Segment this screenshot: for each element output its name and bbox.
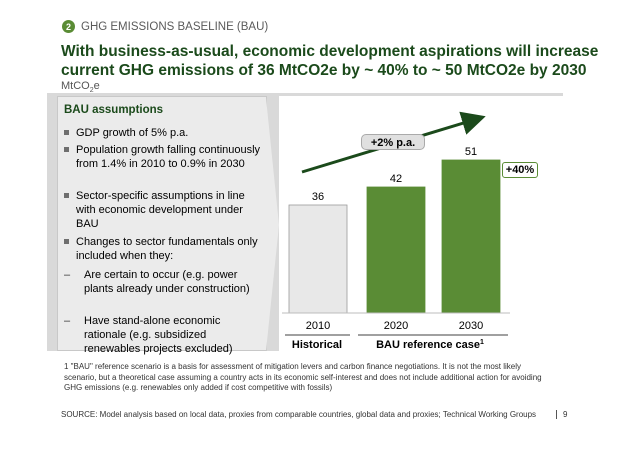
footnote: 1 "BAU" reference scenario is a basis fo… (64, 362, 542, 392)
section-header: 2 GHG EMISSIONS BASELINE (BAU) (62, 20, 268, 33)
unit-main: MtCO (61, 80, 90, 92)
assumptions-title: BAU assumptions (64, 104, 164, 116)
bar-2020 (366, 186, 426, 314)
dash-icon: – (64, 315, 71, 327)
bar-value-label: 42 (390, 173, 402, 185)
bar-value-label: 36 (312, 191, 324, 203)
section-label: GHG EMISSIONS BASELINE (BAU) (81, 20, 269, 33)
dash-icon: – (64, 269, 71, 281)
growth-rate-label: +2% p.a. (361, 134, 425, 150)
category-label: 2020 (384, 320, 408, 332)
page-number: 9 (556, 410, 567, 419)
bar-2030 (441, 159, 501, 314)
bullet-square-icon (64, 193, 69, 198)
category-label: 2010 (306, 320, 330, 332)
bullet-square-icon (64, 239, 69, 244)
group-label-historical: Historical (292, 339, 342, 351)
category-label: 2030 (459, 320, 483, 332)
unit-tail: e (93, 80, 100, 92)
group-label-bau: BAU reference case1 (376, 339, 484, 351)
slide-title: With business-as-usual, economic develop… (61, 43, 599, 79)
bar-2010 (288, 204, 348, 314)
section-number-badge: 2 (62, 20, 75, 33)
source-note: SOURCE: Model analysis based on local da… (61, 410, 537, 419)
unit-subscript: 2 (89, 87, 94, 95)
unit-label: MtCO2e (61, 80, 100, 94)
bar-value-label: 51 (465, 146, 477, 158)
bullet-square-icon (64, 147, 69, 152)
assumptions-panel-arrow (266, 98, 279, 351)
assumptions-panel (57, 96, 267, 351)
increase-label: +40% (502, 162, 538, 178)
bullet-square-icon (64, 130, 69, 135)
